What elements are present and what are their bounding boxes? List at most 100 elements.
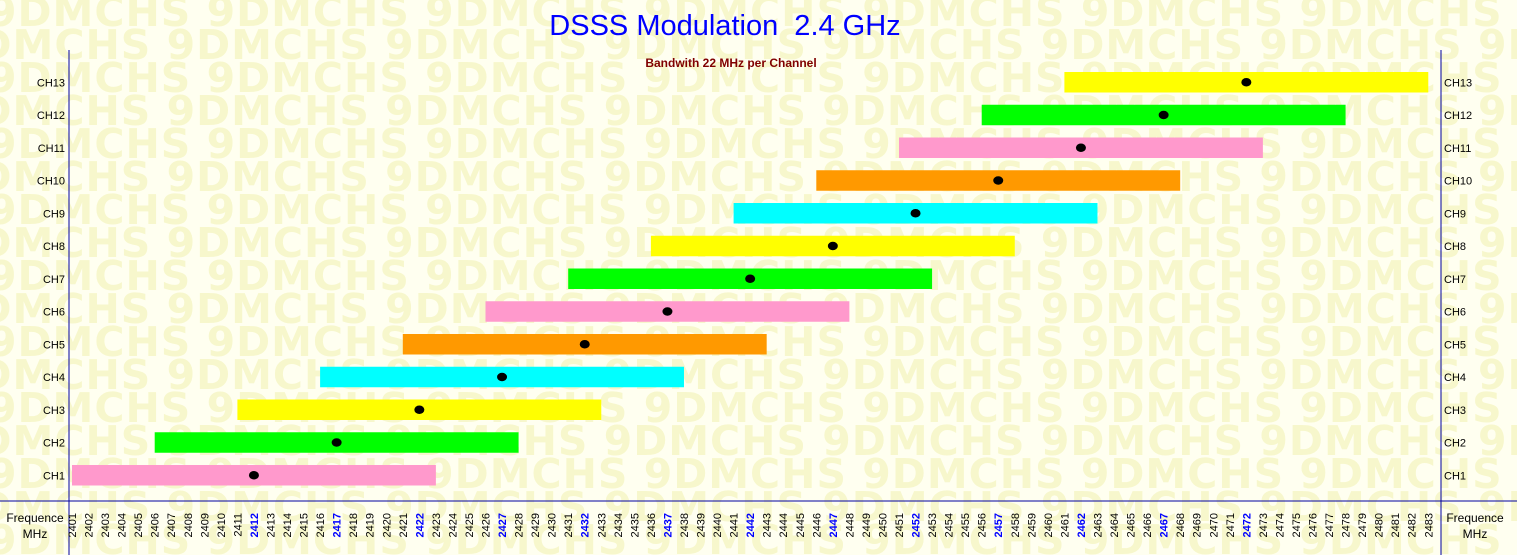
x-tick-label: 2457 <box>993 513 1005 537</box>
x-tick-label: 2446 <box>811 513 823 537</box>
channel-label-left: CH8 <box>43 241 65 253</box>
center-frequency-dot <box>579 340 590 349</box>
center-frequency-dot <box>745 274 756 283</box>
x-tick-label: 2449 <box>861 513 873 537</box>
channel-label-left: CH3 <box>43 405 65 417</box>
x-tick-label: 2419 <box>365 513 377 537</box>
center-frequency-dot <box>331 438 342 447</box>
center-frequency-dot <box>662 307 673 316</box>
x-tick-label: 2462 <box>1076 513 1088 537</box>
channel-label-right: CH4 <box>1444 372 1466 384</box>
x-tick-label: 2433 <box>596 513 608 537</box>
channel-label-right: CH5 <box>1444 339 1466 351</box>
center-frequency-dot <box>1158 110 1169 120</box>
channel-label-left: CH7 <box>43 274 65 286</box>
x-tick-label: 2475 <box>1291 513 1303 537</box>
channel-label-right: CH9 <box>1444 208 1466 220</box>
x-tick-label: 2466 <box>1142 513 1154 537</box>
x-tick-label: 2478 <box>1341 513 1353 537</box>
x-tick-label: 2409 <box>199 513 211 537</box>
x-tick-label: 2420 <box>381 513 393 537</box>
x-axis-unit-right: Frequence MHz <box>1440 510 1510 542</box>
x-tick-label: 2408 <box>183 513 195 537</box>
chart-title: DSSS Modulation 2.4 GHz <box>549 10 901 42</box>
x-tick-label: 2483 <box>1423 513 1435 537</box>
channel-label-right: CH12 <box>1444 110 1472 122</box>
x-tick-label: 2445 <box>795 513 807 537</box>
center-frequency-dot <box>827 241 838 251</box>
x-tick-label: 2444 <box>778 513 790 537</box>
x-tick-label: 2474 <box>1274 513 1286 537</box>
channel-label-right: CH10 <box>1444 176 1472 188</box>
x-tick-label: 2430 <box>547 513 559 537</box>
x-tick-label: 2473 <box>1258 513 1270 537</box>
x-tick-label: 2447 <box>828 513 840 537</box>
x-tick-label: 2429 <box>530 513 542 537</box>
x-tick-label: 2410 <box>216 513 228 537</box>
x-axis-label-line2: MHz <box>22 527 48 541</box>
channel-label-left: CH2 <box>43 438 65 450</box>
channel-label-right: CH11 <box>1444 143 1471 155</box>
channel-label-left: CH12 <box>37 110 65 122</box>
channel-label-left: CH4 <box>43 372 65 384</box>
x-tick-label: 2458 <box>1010 513 1022 537</box>
x-tick-label: 2418 <box>348 513 360 537</box>
channel-label-right: CH7 <box>1444 274 1466 286</box>
x-tick-label: 2463 <box>1092 513 1104 537</box>
x-axis-label-line2: MHz <box>1462 527 1488 541</box>
x-tick-label: 2476 <box>1308 513 1320 537</box>
x-tick-label: 2455 <box>960 513 972 537</box>
channel-label-right: CH6 <box>1444 307 1466 319</box>
channel-label-left: CH1 <box>43 470 65 482</box>
x-tick-label: 2412 <box>249 513 261 537</box>
x-tick-label: 2467 <box>1159 513 1171 537</box>
x-tick-label: 2443 <box>762 513 774 537</box>
channel-label-left: CH6 <box>43 307 65 319</box>
x-tick-label: 2437 <box>662 513 674 537</box>
x-tick-label: 2439 <box>696 513 708 537</box>
x-tick-label: 2426 <box>481 513 493 537</box>
x-tick-label: 2469 <box>1192 513 1204 537</box>
x-axis-label-line1: Frequence <box>1446 511 1504 525</box>
x-tick-label: 2454 <box>944 513 956 537</box>
x-tick-label: 2421 <box>398 513 410 537</box>
x-axis-label-line1: Frequence <box>6 511 64 525</box>
x-tick-label: 2451 <box>894 513 906 537</box>
x-tick-label: 2404 <box>117 513 129 537</box>
x-tick-label: 2425 <box>464 513 476 537</box>
x-tick-label: 2459 <box>1026 513 1038 537</box>
x-tick-label: 2415 <box>299 513 311 537</box>
x-axis-unit-left: Frequence MHz <box>0 510 70 542</box>
center-frequency-dot <box>910 209 921 218</box>
x-tick-label: 2479 <box>1357 513 1369 537</box>
channel-label-left: CH9 <box>43 208 65 220</box>
x-tick-label: 2460 <box>1043 513 1055 537</box>
x-tick-label: 2438 <box>679 513 691 537</box>
x-tick-label: 2428 <box>514 513 526 537</box>
x-tick-label: 2413 <box>265 513 277 537</box>
x-tick-label: 2401 <box>67 513 79 537</box>
x-tick-label: 2453 <box>927 513 939 537</box>
x-tick-label: 2432 <box>580 513 592 537</box>
center-frequency-dot <box>497 372 508 382</box>
x-tick-label: 2477 <box>1324 513 1336 537</box>
x-tick-label: 2435 <box>629 513 641 537</box>
center-frequency-dot <box>248 471 259 480</box>
channel-label-left: CH5 <box>43 339 65 351</box>
channel-label-right: CH13 <box>1444 77 1472 89</box>
x-tick-label: 2450 <box>877 513 889 537</box>
center-frequency-dot <box>993 176 1004 185</box>
x-tick-label: 2441 <box>729 513 741 537</box>
x-tick-label: 2471 <box>1225 513 1237 537</box>
x-tick-label: 2414 <box>282 513 294 537</box>
x-tick-label: 2448 <box>844 513 856 537</box>
x-tick-label: 2402 <box>84 513 96 537</box>
center-frequency-dot <box>1241 78 1252 87</box>
x-tick-label: 2422 <box>414 513 426 537</box>
x-tick-label: 2424 <box>447 513 459 537</box>
channel-label-left: CH11 <box>38 143 65 155</box>
x-tick-label: 2405 <box>133 513 145 537</box>
x-tick-label: 2452 <box>911 513 923 537</box>
